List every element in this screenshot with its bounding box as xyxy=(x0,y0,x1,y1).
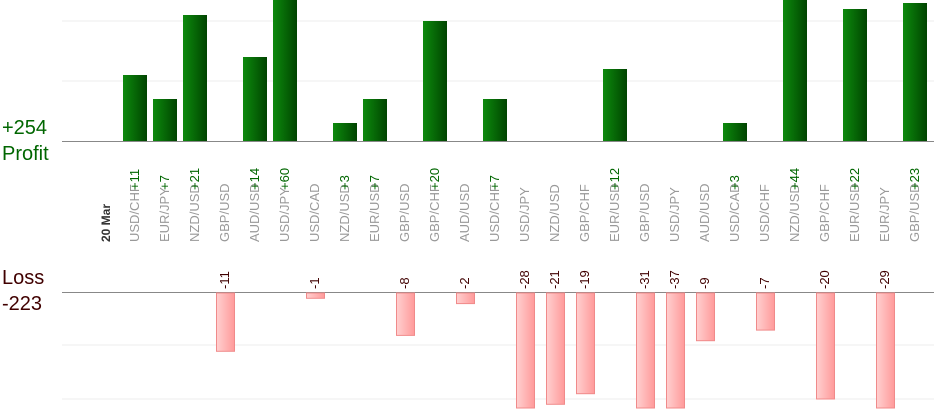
loss-bar xyxy=(546,292,565,405)
loss-bar xyxy=(756,292,775,331)
category-label: GBP/USD xyxy=(637,183,652,242)
profit-total: +254 xyxy=(2,117,48,139)
profit-bar xyxy=(183,15,207,141)
category-label: USD/CHF xyxy=(487,184,502,242)
date-label: 20 Mar xyxy=(99,204,113,242)
loss-title: Loss xyxy=(2,267,45,289)
category-label: USD/CAD xyxy=(307,183,322,242)
loss-bar xyxy=(306,292,325,299)
category-label: USD/CHF xyxy=(757,184,772,242)
profit-value-label: +20 xyxy=(427,168,442,190)
category-label: GBP/CHF xyxy=(427,184,442,242)
category-label: GBP/CHF xyxy=(817,184,832,242)
profit-value-label: +7 xyxy=(367,175,382,190)
category-label: EUR/USD xyxy=(847,183,862,242)
profit-value-label: +44 xyxy=(787,168,802,190)
category-label: AUD/USD xyxy=(457,183,472,242)
category-label: EUR/JPY xyxy=(157,187,172,242)
loss-value-label: -2 xyxy=(457,277,472,289)
category-label: NZD/USD xyxy=(337,184,352,242)
profit-bar xyxy=(363,99,387,141)
loss-value-label: -37 xyxy=(667,270,682,289)
loss-bar xyxy=(456,292,475,305)
loss-bar xyxy=(576,292,595,395)
profit-title: Profit xyxy=(2,143,49,165)
profit-bar xyxy=(123,75,147,141)
category-label: USD/CAD xyxy=(727,183,742,242)
category-label: USD/CHF xyxy=(127,184,142,242)
loss-value-label: -29 xyxy=(877,270,892,289)
category-label: GBP/CHF xyxy=(577,184,592,242)
profit-value-label: +3 xyxy=(727,175,742,190)
loss-total: -223 xyxy=(2,293,43,315)
loss-value-label: -11 xyxy=(217,271,232,289)
category-label: USD/JPY xyxy=(667,187,682,242)
profit-value-label: +3 xyxy=(337,175,352,190)
profit-value-label: +7 xyxy=(487,175,502,190)
category-label: USD/JPY xyxy=(277,187,292,242)
profit-bar xyxy=(783,0,807,141)
category-label: USD/JPY xyxy=(517,187,532,242)
loss-bar xyxy=(396,292,415,336)
profit-value-label: +21 xyxy=(187,168,202,190)
loss-value-label: -20 xyxy=(817,270,832,289)
loss-value-label: -7 xyxy=(757,277,772,289)
loss-bar xyxy=(636,292,655,409)
profit-bar xyxy=(843,9,867,141)
profit-bar xyxy=(903,3,927,141)
category-label: GBP/USD xyxy=(907,183,922,242)
profit-value-label: +7 xyxy=(157,175,172,190)
profit-bar xyxy=(483,99,507,141)
category-label: NZD/USD xyxy=(787,184,802,242)
category-label: EUR/USD xyxy=(607,183,622,242)
loss-value-label: -9 xyxy=(697,277,712,289)
loss-bar xyxy=(516,292,535,409)
loss-bar xyxy=(216,292,235,352)
loss-value-label: -1 xyxy=(307,277,322,289)
profit-value-label: +14 xyxy=(247,168,262,190)
profit-value-label: +22 xyxy=(847,168,862,190)
profit-bar xyxy=(273,0,297,141)
category-label: GBP/USD xyxy=(397,183,412,242)
category-label: AUD/USD xyxy=(697,183,712,242)
profit-bar xyxy=(423,21,447,141)
loss-bar xyxy=(816,292,835,400)
profit-value-label: +60 xyxy=(277,168,292,190)
loss-value-label: -28 xyxy=(517,270,532,289)
loss-value-label: -8 xyxy=(397,277,412,289)
category-label: GBP/USD xyxy=(217,183,232,242)
category-label: NZD/USD xyxy=(187,184,202,242)
category-label: NZD/USD xyxy=(547,184,562,242)
profit-bar xyxy=(603,69,627,141)
profit-value-label: +11 xyxy=(127,169,142,190)
loss-value-label: -21 xyxy=(547,270,562,289)
profit-value-label: +12 xyxy=(607,168,622,190)
loss-value-label: -31 xyxy=(637,270,652,289)
profit-value-label: +23 xyxy=(907,168,922,190)
loss-bar xyxy=(696,292,715,342)
profit-bar xyxy=(333,123,357,141)
category-label: AUD/USD xyxy=(247,183,262,242)
category-label: EUR/USD xyxy=(367,183,382,242)
loss-bar xyxy=(876,292,895,409)
profit-bar xyxy=(153,99,177,141)
profit-bar xyxy=(243,57,267,141)
loss-bar xyxy=(666,292,685,409)
profit-bar xyxy=(723,123,747,141)
category-label: EUR/JPY xyxy=(877,187,892,242)
loss-value-label: -19 xyxy=(577,270,592,289)
